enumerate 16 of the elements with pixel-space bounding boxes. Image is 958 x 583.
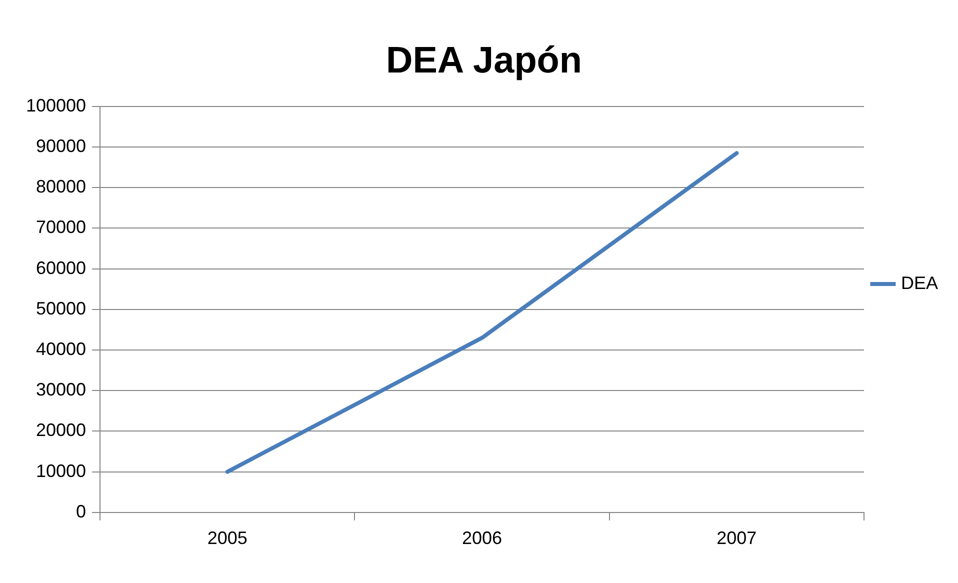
x-tick-label: 2007 (716, 528, 757, 548)
y-tick-label: 30000 (36, 380, 86, 400)
y-tick-label: 90000 (36, 136, 86, 156)
x-tick-label: 2006 (462, 528, 502, 548)
chart-title: DEA Japón (386, 39, 582, 80)
y-tick-label: 100000 (26, 95, 86, 116)
y-tick-label: 80000 (36, 176, 86, 197)
y-tick-label: 50000 (36, 298, 86, 318)
x-tick-label: 2005 (207, 528, 248, 548)
y-tick-label: 70000 (36, 217, 86, 238)
y-tick-label: 20000 (36, 420, 86, 440)
y-tick-label: 60000 (36, 258, 86, 278)
y-tick-label: 10000 (36, 460, 86, 481)
y-tick-label: 40000 (36, 338, 86, 359)
legend-label: DEA (900, 272, 938, 293)
y-tick-label: 0 (76, 501, 86, 522)
